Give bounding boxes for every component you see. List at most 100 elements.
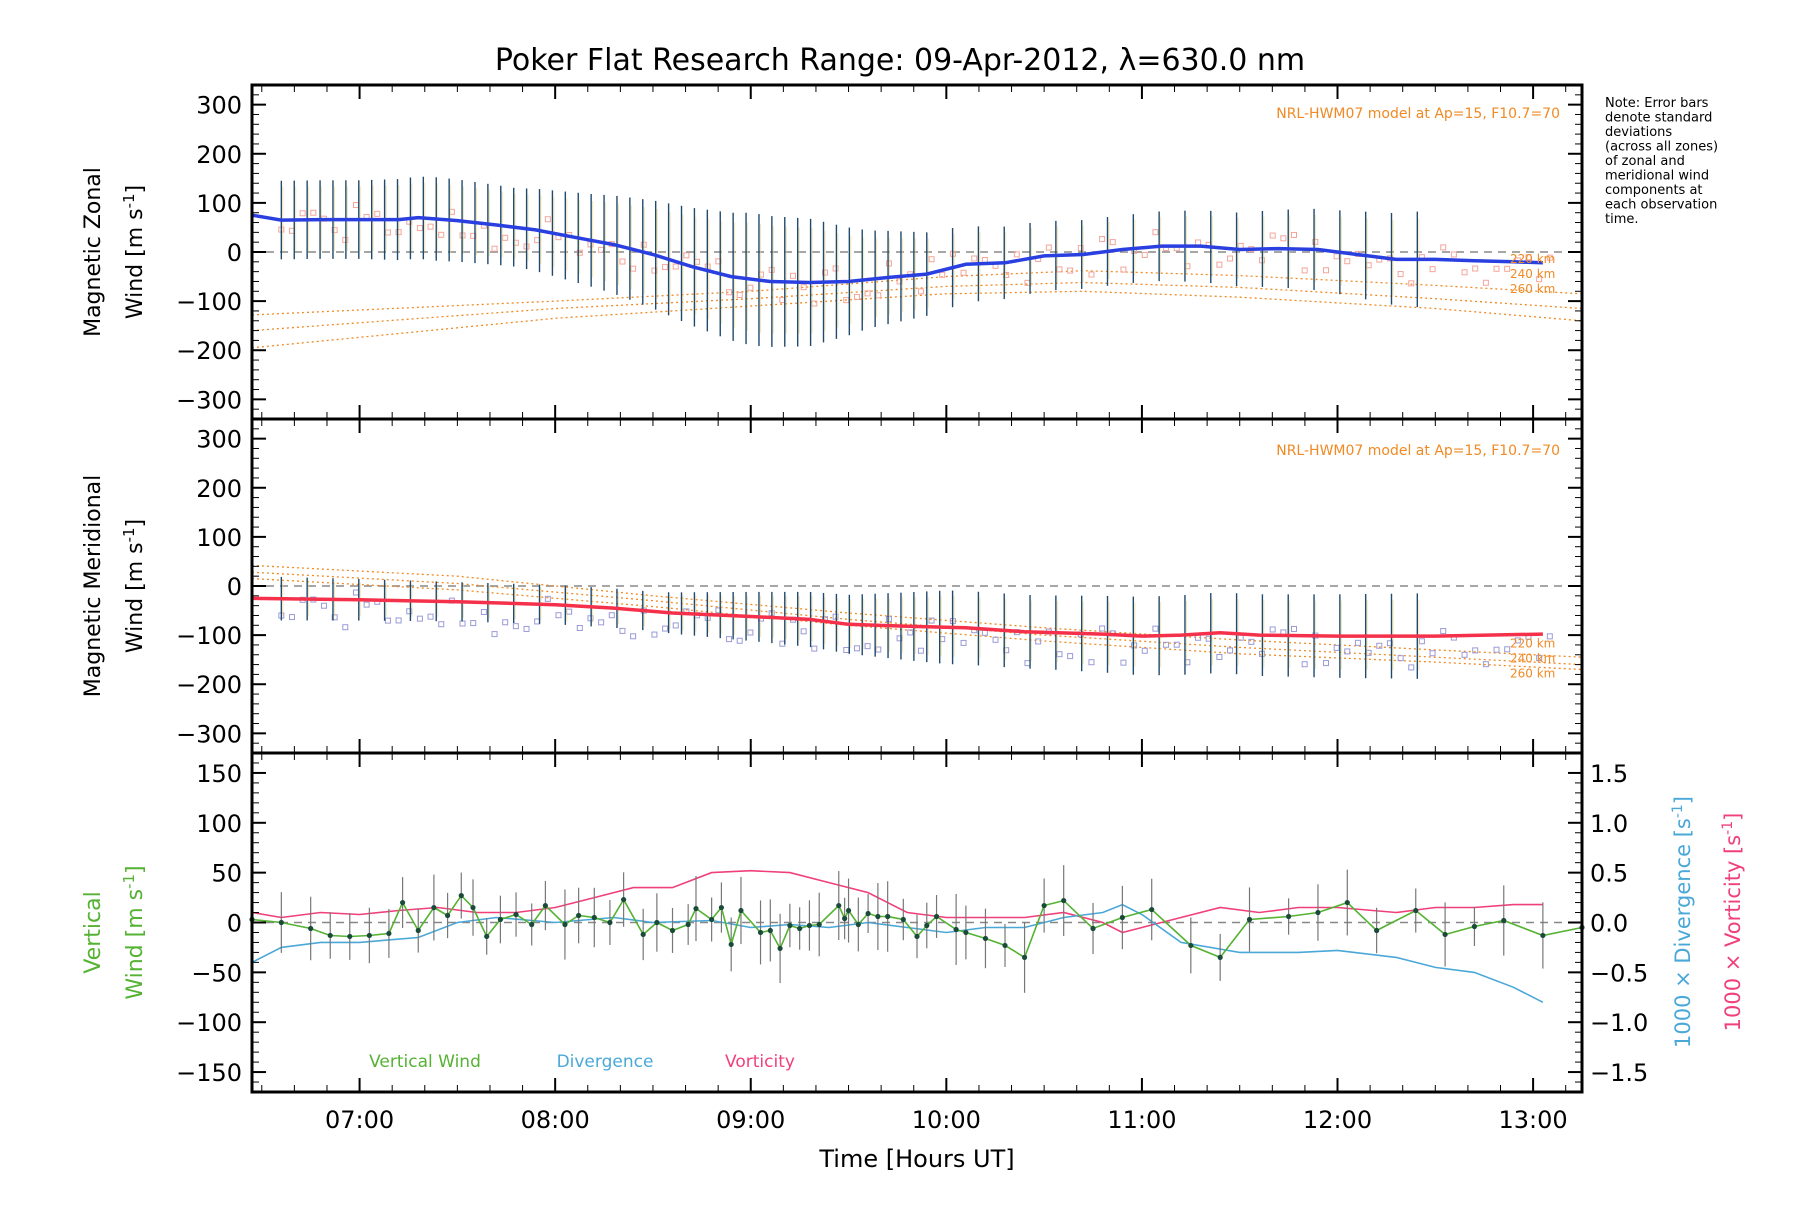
sample-point [1440, 244, 1447, 251]
y-tick-label: −100 [176, 622, 242, 650]
vertical-wind-point [1471, 923, 1478, 930]
model-curve-260km [251, 577, 1583, 671]
vertical-wind-point [1501, 917, 1507, 924]
altitude-label: 220 km [1510, 252, 1555, 266]
sample-point [1099, 236, 1106, 243]
sample-point [288, 614, 295, 621]
vertical-wind-point [865, 910, 871, 917]
vertical-wind-point [497, 916, 503, 923]
sample-point [1450, 251, 1457, 258]
sample-point [1344, 258, 1351, 265]
y-tick-label: 0 [227, 239, 242, 267]
vertical-wind-point [1413, 907, 1419, 914]
sample-point [630, 633, 637, 640]
sample-point [470, 620, 477, 627]
sample-point [427, 223, 434, 230]
sample-point [480, 608, 487, 615]
sample-point [1504, 646, 1511, 653]
y-tick-label: 200 [196, 141, 242, 169]
sample-point [491, 631, 498, 638]
y-label-units: [m s [123, 889, 148, 937]
sample-point [747, 629, 754, 636]
sample-point [1472, 647, 1479, 654]
sample-point [1152, 229, 1159, 236]
sample-point [1088, 659, 1095, 666]
y-tick-label: −50 [191, 959, 242, 987]
sample-point [619, 258, 626, 265]
sample-point [864, 643, 871, 650]
y2-label-close: ] [1721, 813, 1745, 821]
vertical-wind-point [654, 919, 660, 926]
sample-point [1525, 254, 1532, 261]
sample-point [1301, 267, 1308, 274]
sample-point [1120, 266, 1127, 273]
sample-point [470, 232, 477, 239]
model-curve-240km [251, 281, 1583, 332]
vertical-wind-point [458, 892, 464, 899]
sample-point [374, 210, 381, 217]
vertical-wind-point [845, 907, 852, 914]
x-tick-label: 08:00 [521, 1106, 590, 1134]
vertical-wind-point [347, 933, 353, 940]
note-line: (across all zones) [1605, 140, 1718, 155]
sample-point [726, 289, 733, 296]
vertical-wind-point [685, 921, 691, 928]
y-tick-label: −300 [176, 720, 242, 748]
sample-point [1216, 654, 1223, 661]
sample-point [694, 258, 701, 265]
vertical-wind-point [640, 931, 646, 938]
note-line: Note: Error bars [1605, 96, 1709, 111]
sample-point [438, 231, 445, 238]
y-label-line2: Wind [m s-1] [120, 185, 148, 319]
y2-tick-label: 0.5 [1590, 860, 1628, 888]
sample-point [544, 595, 551, 602]
vertical-wind-point [470, 904, 476, 911]
sample-point [736, 292, 743, 299]
sample-point [438, 621, 445, 628]
x-tick-label: 12:00 [1303, 1106, 1372, 1134]
sample-point [939, 636, 946, 643]
vertical-wind-point [757, 929, 764, 936]
vertical-wind-point [591, 914, 597, 921]
y-tick-label: −100 [176, 288, 242, 316]
zonal-panel: Magnetic Zonal Wind [m s-1] [81, 83, 1584, 421]
y-tick-label: −200 [176, 337, 242, 365]
sample-point [662, 625, 669, 632]
sample-point [811, 645, 818, 652]
sample-point [598, 619, 605, 626]
chart-title: Poker Flat Research Range: 09-Apr-2012, … [495, 43, 1305, 78]
sample-point [1269, 232, 1276, 239]
vertical-wind-point [1061, 897, 1067, 904]
sample-point [491, 245, 498, 252]
sample-point [981, 629, 988, 636]
y2-label-close: ] [1671, 796, 1695, 804]
sample-point [1408, 280, 1415, 287]
y-label-line2: Wind [m s-1] [120, 865, 148, 999]
sample-point [1322, 660, 1329, 667]
y-tick-label: 100 [196, 810, 242, 838]
model-label: NRL-HWM07 model at Ap=15, F10.7=70 [1276, 106, 1560, 122]
sample-point [907, 629, 914, 636]
sample-point [1109, 239, 1116, 246]
vertical-wind-point [415, 927, 421, 934]
vertical-wind-point [327, 932, 333, 939]
vertical-wind-point [933, 913, 940, 920]
sample-point [1536, 655, 1543, 662]
sample-point [1546, 633, 1553, 640]
vertical-wind-point [1002, 942, 1008, 949]
y-label-sup: -1 [120, 527, 138, 542]
altitude-label: 260 km [1510, 282, 1555, 296]
y-tick-label: 0 [227, 573, 242, 601]
sample-point [885, 260, 892, 267]
sample-point [992, 636, 999, 643]
sample-point [352, 589, 359, 596]
sample-point [864, 290, 871, 297]
sample-point [917, 288, 924, 295]
vertical-wind-point [431, 904, 437, 911]
y-label-close: ] [123, 519, 148, 528]
vertical-wind-point [542, 902, 548, 909]
legend-item: Divergence [557, 1052, 654, 1072]
sample-point [1280, 235, 1287, 242]
vertical-wind-point [885, 913, 891, 920]
y2-tick-label: −1.0 [1590, 1009, 1648, 1037]
